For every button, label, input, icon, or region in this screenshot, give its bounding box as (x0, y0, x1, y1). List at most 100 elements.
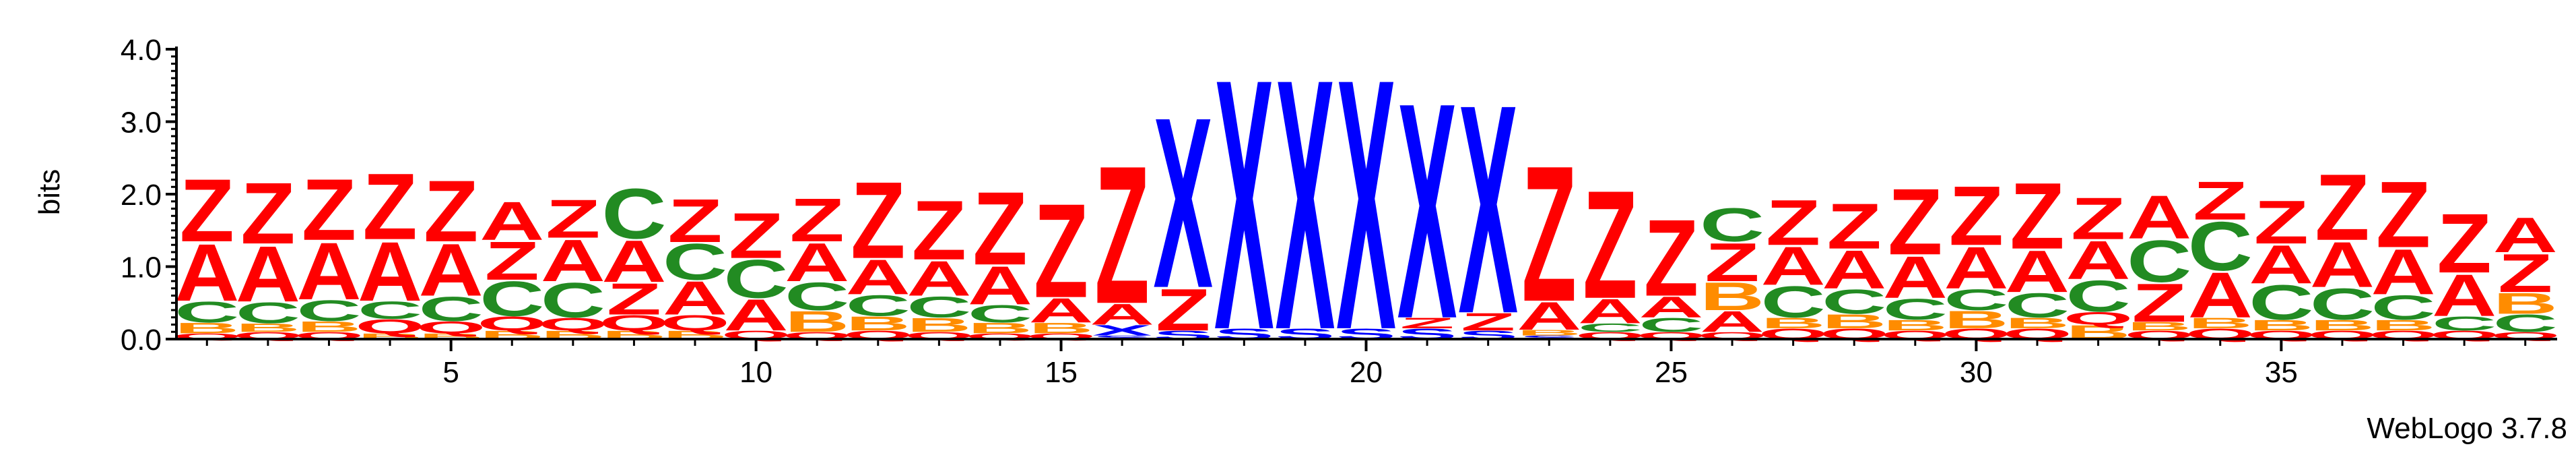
logo-letter-B-pos-11: B (785, 305, 849, 339)
logo-letter-A-pos-38: A (2432, 262, 2497, 329)
logo-letter-A-pos-33: A (2127, 183, 2191, 252)
logo-letter-X-pos-21: X (1397, 39, 1457, 384)
logo-letter-Z-pos-33: Z (2132, 272, 2187, 334)
logo-letter-B-pos-36: B (2310, 317, 2375, 334)
logo-letter-C-pos-10: C (724, 249, 789, 310)
logo-letter-Z-pos-37: Z (2376, 161, 2431, 267)
logo-letter-A-pos-35: A (2249, 234, 2313, 295)
logo-letter-B-pos-14: B (968, 320, 1032, 337)
logo-letter-Z-pos-1: Z (180, 161, 234, 261)
logo-letter-A-pos-30: A (1944, 235, 2008, 301)
logo-letter-Z-pos-16: Z (1094, 126, 1149, 346)
logo-letter-A-pos-26: A (1700, 305, 1764, 339)
logo-letter-C-pos-33: C (2127, 228, 2191, 295)
logo-letter-Z-pos-10: Z (729, 200, 783, 272)
logo-letter-C-pos-35: C (2249, 275, 2313, 330)
axes: 0.0 1.0 2.0 3.0 4.0 5 10 15 20 25 30 35 (121, 34, 2557, 389)
logo-letter-C-pos-39: C (2493, 309, 2558, 337)
logo-letter-C-pos-34: C (2188, 208, 2253, 285)
logo-letter-A-pos-31: A (2005, 238, 2070, 305)
logo-letter-Q-pos-32: Q (2063, 309, 2134, 329)
logo-letter-Z-pos-12: Z (851, 160, 905, 281)
y-tick-label: 1.0 (121, 251, 162, 284)
logo-letter-Z-pos-23: Z (1522, 126, 1577, 342)
logo-letter-Z-pos-34: Z (2193, 171, 2247, 232)
logo-letter-Z-pos-29: Z (1888, 169, 1942, 274)
logo-letter-C-pos-12: C (846, 289, 911, 323)
logo-letter-A-pos-29: A (1883, 244, 1948, 311)
logo-letter-B-pos-34: B (2188, 315, 2253, 332)
logo-letter-Z-pos-17: Z (1156, 276, 1210, 343)
logo-letter-Q-pos-4: Q (355, 315, 425, 338)
logo-letter-A-pos-36: A (2310, 229, 2375, 301)
logo-letter-B-pos-31: B (2005, 315, 2070, 332)
logo-letter-C-pos-24: C (1578, 321, 1643, 334)
logo-letter-Z-pos-11: Z (790, 186, 845, 255)
logo-letter-A-pos-7: A (541, 227, 605, 294)
logo-letter-Z-pos-5: Z (424, 162, 478, 260)
logo-letter-C-pos-38: C (2432, 313, 2497, 335)
logo-letter-B-pos-2: B (236, 321, 300, 334)
logo-letter-A-pos-34: A (2188, 259, 2253, 331)
logo-letter-X-pos-16: X (1092, 322, 1152, 339)
logo-letter-A-pos-3: A (296, 226, 361, 317)
logo-letter-B-pos-39: B (2493, 287, 2558, 321)
y-axis-label: bits (33, 169, 66, 215)
logo-letter-A-pos-14: A (968, 255, 1032, 317)
logo-letter-S-pos-23: S (1519, 334, 1579, 340)
logo-letter-Z-pos-4: Z (362, 154, 417, 260)
logo-letter-C-pos-9: C (663, 233, 727, 291)
logo-letter-B-pos-23: B (1517, 328, 1581, 337)
logo-letter-A-pos-13: A (906, 251, 971, 306)
logo-letter-X-pos-22: X (1458, 43, 1518, 376)
y-tick-label: 2.0 (121, 179, 162, 212)
logo-letter-S-pos-16: S (1092, 334, 1152, 340)
logo-letter-A-pos-16: A (1090, 298, 1154, 332)
logo-letter-Z-pos-13: Z (912, 183, 966, 278)
logo-letter-Z-pos-7: Z (546, 189, 600, 250)
logo-letter-C-pos-5: C (419, 290, 484, 328)
logo-letter-X-pos-17: X (1153, 67, 1213, 338)
logo-letter-A-pos-5: A (419, 228, 484, 311)
logo-letter-B-pos-28: B (1822, 311, 1886, 333)
x-tick-label: 10 (739, 356, 772, 389)
logo-letter-A-pos-11: A (785, 232, 849, 293)
logo-letter-C-pos-4: C (358, 297, 422, 324)
logo-letter-B-pos-15: B (1028, 320, 1093, 337)
logo-letter-B-pos-26: B (1700, 274, 1764, 319)
logo-letter-A-pos-37: A (2371, 236, 2435, 308)
logo-letter-A-pos-10: A (724, 291, 789, 340)
logo-letter-A-pos-15: A (1028, 291, 1093, 330)
logo-letter-C-pos-3: C (296, 294, 361, 328)
logo-letter-Z-pos-2: Z (240, 164, 295, 262)
y-tick-label: 3.0 (121, 107, 162, 140)
logo-letter-C-pos-27: C (1761, 277, 1826, 327)
logo-letter-B-pos-30: B (1944, 306, 2008, 334)
logo-letter-Z-pos-6: Z (485, 231, 539, 292)
logo-letter-C-pos-2: C (236, 297, 300, 330)
logo-letter-Q-pos-6: Q (477, 313, 547, 335)
logo-letter-A-pos-12: A (846, 249, 911, 305)
logo-letter-B-pos-33: B (2127, 320, 2191, 333)
logo-letter-B-pos-29: B (1883, 317, 1948, 334)
logo-letter-B-pos-27: B (1761, 315, 1826, 332)
logo-letter-Z-pos-39: Z (2498, 243, 2552, 304)
logo-letter-Z-pos-8: Z (607, 274, 661, 324)
logo-letter-Z-pos-22: Z (1461, 308, 1515, 336)
logo-letter-A-pos-27: A (1761, 236, 1826, 297)
logo-letter-Q-pos-8: Q (599, 311, 669, 336)
logo-letter-A-pos-23: A (1517, 294, 1581, 338)
logo-letter-B-pos-12: B (846, 313, 911, 335)
x-tick-label: 5 (442, 356, 459, 389)
logo-letter-A-pos-9: A (663, 272, 727, 325)
x-tick-label: 20 (1350, 356, 1383, 389)
logo-letter-Z-pos-36: Z (2315, 154, 2369, 260)
logo-letter-A-pos-2: A (236, 229, 300, 318)
logo-letter-Z-pos-26: Z (1705, 232, 1759, 293)
logo-letter-Z-pos-15: Z (1034, 176, 1088, 326)
x-tick-label: 35 (2265, 356, 2298, 389)
logo-letter-Z-pos-31: Z (2010, 162, 2064, 268)
logo-letter-Z-pos-35: Z (2254, 188, 2309, 257)
logo-letter-B-pos-37: B (2371, 317, 2435, 334)
